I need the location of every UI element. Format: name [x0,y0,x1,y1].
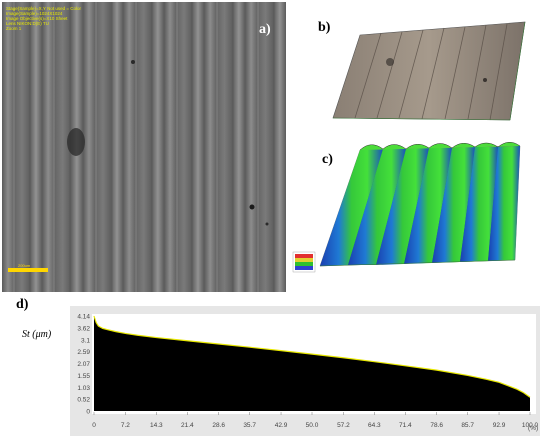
surface-3d-view [315,10,545,135]
y-tick-label: 3.62 [77,325,90,332]
overlay-text: Image(Sample)=1024X1024 [6,11,63,16]
overlay-text: Zoom 1 [6,26,22,31]
x-tick-label: 78.6 [430,422,443,429]
height-map-3d-view [290,140,545,290]
x-tick-label: 28.6 [212,422,225,429]
x-tick-label: 35.7 [243,422,256,429]
panel-label-a: a) [259,22,271,37]
x-tick-label: 92.9 [493,422,506,429]
overlay-text: Stage(Sample)=X,Y Not used = Color [6,6,81,11]
scale-bar [8,268,48,272]
y-tick-label: 0 [86,409,90,416]
scale-bar-label: 200um [18,263,31,268]
x-tick-label: 50.0 [306,422,319,429]
y-tick-label: 4.14 [77,314,90,321]
y-tick-label: 2.59 [77,349,90,356]
y-axis-label: St (μm) [22,329,52,340]
surface-3d-plot [332,21,526,121]
bearing-curve-line [93,315,531,398]
surface-texture [2,2,286,292]
y-tick-label: 3.1 [81,337,90,344]
y-tick-label: 1.55 [77,373,90,380]
x-tick-label: 64.3 [368,422,381,429]
bearing-area-chart: 4.14 3.62 3.1 2.59 2.07 1.55 1.03 0.52 0 0 7.2 14.… [70,306,540,436]
height-map-plot [292,142,521,273]
x-tick-label: 0 [92,422,96,429]
x-tick-label: 85.7 [461,422,474,429]
overlay-text: Lens NIKON:D(E) TU [6,21,49,26]
x-tick-label: 21.4 [181,422,194,429]
x-tick-label: 71.4 [399,422,412,429]
y-tick-label: 1.03 [77,385,90,392]
x-tick-label: 57.2 [337,422,350,429]
y-tick-label: 2.07 [77,361,90,368]
x-tick-label: 100.0 [522,422,539,429]
x-axis-label: (%) [528,425,538,432]
overlay-text: Image Objective(s)=X10 Sheet [6,16,68,21]
microscope-image: Stage(Sample)=X,Y Not used = Color Image… [2,2,286,292]
panel-label-c: c) [322,152,333,167]
x-tick-label: 7.2 [121,422,130,429]
bearing-area-fill [94,316,530,411]
panel-label-b: b) [318,20,331,35]
x-tick-label: 42.9 [275,422,288,429]
x-tick-label: 14.3 [150,422,163,429]
panel-label-d: d) [16,297,29,312]
y-tick-label: 0.52 [77,397,90,404]
